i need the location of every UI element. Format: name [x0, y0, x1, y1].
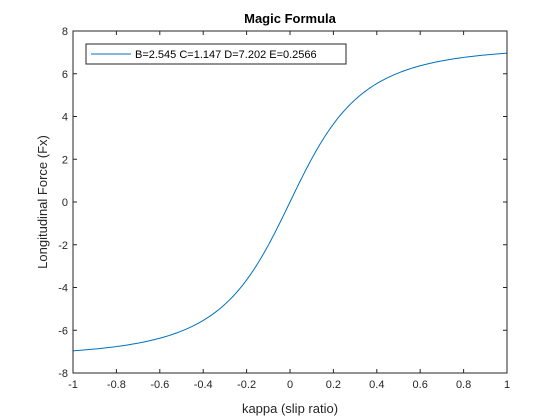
- legend-box: [85, 43, 347, 65]
- y-tick-label: -8: [58, 368, 68, 380]
- legend: B=2.545 C=1.147 D=7.202 E=0.2566: [85, 43, 347, 65]
- x-tick-label: 0.6: [413, 379, 428, 391]
- y-axis-label: Longitudinal Force (Fx): [35, 135, 50, 269]
- y-tick-label: 2: [62, 154, 68, 166]
- x-axis-label: kappa (slip ratio): [242, 401, 338, 416]
- series-layer: [72, 52, 508, 352]
- x-tick-label: 0.2: [326, 379, 341, 391]
- x-tick-label: 0.8: [456, 379, 471, 391]
- x-axis-ticks: -1 -0.8 -0.6 -0.4 -0.2 0 0.2 0.4 0.6 0.8 1: [68, 31, 510, 391]
- x-tick-label: -0.4: [194, 379, 213, 391]
- y-tick-label: -2: [58, 240, 68, 252]
- x-tick-label: -0.8: [107, 379, 126, 391]
- y-tick-label: 6: [62, 69, 68, 81]
- y-tick-label: -6: [58, 325, 68, 337]
- x-tick-label: 0.4: [369, 379, 384, 391]
- y-tick-label: 4: [62, 112, 68, 124]
- x-tick-label: 0: [287, 379, 293, 391]
- x-tick-label: -0.2: [237, 379, 256, 391]
- y-axis-ticks: -8 -6 -4 -2 0 2 4 6 8: [58, 26, 507, 380]
- y-tick-label: 8: [62, 26, 68, 38]
- series-line: [72, 52, 508, 352]
- x-tick-label: -1: [68, 379, 78, 391]
- x-tick-label: -0.6: [150, 379, 169, 391]
- chart-title: Magic Formula: [244, 11, 337, 26]
- y-tick-label: -4: [58, 283, 68, 295]
- x-tick-label: 1: [504, 379, 510, 391]
- legend-entry: B=2.545 C=1.147 D=7.202 E=0.2566: [135, 49, 317, 61]
- y-tick-label: 0: [62, 197, 68, 209]
